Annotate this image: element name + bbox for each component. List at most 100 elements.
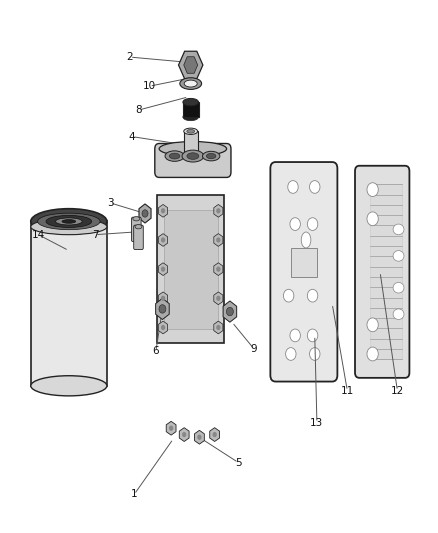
Polygon shape — [184, 56, 198, 73]
Polygon shape — [214, 233, 223, 246]
FancyBboxPatch shape — [157, 195, 224, 343]
Circle shape — [216, 237, 220, 243]
Ellipse shape — [187, 153, 199, 159]
Text: 10: 10 — [143, 81, 156, 91]
Circle shape — [310, 181, 320, 193]
Text: 4: 4 — [129, 132, 135, 142]
Circle shape — [216, 325, 220, 330]
Circle shape — [216, 208, 220, 214]
Circle shape — [182, 432, 186, 437]
Ellipse shape — [31, 209, 107, 234]
Circle shape — [159, 305, 166, 313]
Circle shape — [226, 308, 233, 316]
Ellipse shape — [56, 218, 82, 225]
Polygon shape — [155, 298, 169, 319]
Ellipse shape — [180, 78, 201, 90]
Ellipse shape — [393, 282, 404, 293]
Circle shape — [216, 266, 220, 272]
Ellipse shape — [393, 251, 404, 261]
Ellipse shape — [187, 130, 194, 133]
Circle shape — [161, 325, 165, 330]
Text: 13: 13 — [310, 418, 324, 428]
Polygon shape — [159, 321, 168, 334]
Ellipse shape — [183, 114, 198, 120]
FancyBboxPatch shape — [355, 166, 410, 378]
Ellipse shape — [206, 154, 216, 159]
Polygon shape — [214, 292, 223, 305]
Text: 8: 8 — [135, 105, 142, 115]
Circle shape — [288, 181, 298, 193]
FancyBboxPatch shape — [270, 162, 337, 382]
Circle shape — [161, 266, 165, 272]
Polygon shape — [179, 51, 203, 79]
Circle shape — [290, 329, 300, 342]
Ellipse shape — [46, 215, 92, 228]
Text: 7: 7 — [92, 230, 98, 240]
Polygon shape — [214, 321, 223, 334]
Ellipse shape — [62, 220, 76, 223]
Ellipse shape — [184, 149, 198, 156]
Bar — [184, 131, 198, 152]
Ellipse shape — [159, 141, 226, 156]
Ellipse shape — [38, 213, 100, 230]
Circle shape — [197, 434, 201, 440]
Polygon shape — [194, 430, 204, 444]
Circle shape — [367, 318, 378, 332]
Ellipse shape — [31, 219, 107, 235]
Circle shape — [367, 183, 378, 197]
Ellipse shape — [184, 128, 198, 134]
Polygon shape — [139, 204, 151, 223]
Polygon shape — [210, 427, 219, 441]
FancyBboxPatch shape — [164, 210, 218, 328]
FancyBboxPatch shape — [291, 248, 317, 277]
FancyBboxPatch shape — [131, 217, 141, 241]
Circle shape — [142, 210, 148, 217]
Ellipse shape — [135, 224, 142, 229]
Circle shape — [307, 289, 318, 302]
Polygon shape — [159, 292, 168, 305]
Circle shape — [169, 425, 173, 431]
Ellipse shape — [133, 216, 140, 221]
Polygon shape — [166, 421, 176, 435]
Circle shape — [161, 208, 165, 214]
Text: 14: 14 — [32, 230, 45, 240]
Ellipse shape — [393, 309, 404, 319]
Polygon shape — [214, 263, 223, 276]
Polygon shape — [159, 205, 168, 217]
Circle shape — [307, 329, 318, 342]
Circle shape — [161, 237, 165, 243]
Circle shape — [367, 212, 378, 225]
Polygon shape — [159, 263, 168, 276]
Circle shape — [286, 348, 296, 360]
Text: 2: 2 — [127, 52, 133, 62]
FancyBboxPatch shape — [31, 221, 107, 386]
Circle shape — [283, 289, 294, 302]
Circle shape — [307, 217, 318, 230]
Text: 5: 5 — [235, 458, 242, 467]
Polygon shape — [223, 301, 237, 322]
Circle shape — [367, 347, 378, 361]
Ellipse shape — [184, 80, 197, 87]
Polygon shape — [179, 427, 189, 441]
Circle shape — [216, 296, 220, 301]
FancyBboxPatch shape — [370, 184, 403, 359]
Text: 9: 9 — [251, 344, 257, 354]
Ellipse shape — [182, 150, 204, 162]
FancyBboxPatch shape — [134, 225, 143, 249]
Ellipse shape — [31, 376, 107, 396]
Circle shape — [299, 249, 309, 262]
Polygon shape — [214, 205, 223, 217]
Polygon shape — [159, 233, 168, 246]
Ellipse shape — [202, 151, 220, 161]
Ellipse shape — [183, 99, 198, 106]
Text: 1: 1 — [131, 489, 138, 499]
FancyBboxPatch shape — [155, 143, 231, 177]
Text: 3: 3 — [107, 198, 113, 208]
Ellipse shape — [301, 232, 311, 248]
Text: 6: 6 — [152, 346, 159, 357]
Text: 12: 12 — [391, 386, 404, 396]
Circle shape — [310, 348, 320, 360]
Ellipse shape — [170, 153, 180, 159]
Ellipse shape — [393, 224, 404, 235]
Bar — [183, 102, 198, 117]
